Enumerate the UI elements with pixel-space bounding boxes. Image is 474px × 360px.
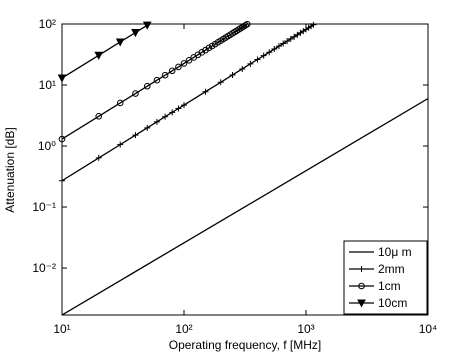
marker	[254, 56, 261, 63]
marker	[181, 102, 187, 109]
x-axis-label: Operating frequency, f [MHz]	[169, 338, 322, 352]
x-tick-label: 10³	[297, 322, 314, 336]
marker	[202, 46, 209, 54]
marker	[153, 118, 160, 125]
marker	[280, 40, 287, 47]
x-tick-label: 10⁴	[419, 322, 438, 336]
marker	[291, 33, 298, 40]
marker	[180, 60, 188, 67]
marker	[275, 43, 282, 50]
marker	[287, 35, 294, 42]
marker	[169, 109, 176, 116]
marker	[58, 135, 66, 143]
marker	[117, 141, 124, 148]
legend-label: 10μ m	[378, 245, 412, 259]
y-tick-label: 10⁻²	[32, 261, 56, 275]
marker	[142, 21, 152, 30]
marker	[202, 88, 209, 95]
marker	[162, 113, 169, 120]
legend-label: 10cm	[378, 296, 407, 310]
marker	[132, 90, 139, 97]
x-tick-label: 10²	[175, 322, 192, 336]
legend-marker	[358, 282, 365, 290]
marker	[310, 21, 317, 28]
marker	[153, 76, 161, 84]
marker	[185, 57, 193, 64]
marker	[132, 132, 139, 139]
marker	[131, 29, 140, 38]
marker	[115, 38, 125, 47]
y-tick-label: 10¹	[39, 78, 56, 92]
y-axis-label: Attenuation [dB]	[3, 127, 17, 212]
series-line	[62, 97, 428, 315]
marker	[243, 20, 251, 28]
marker	[175, 105, 182, 112]
marker	[242, 21, 249, 29]
marker	[57, 74, 67, 83]
marker	[144, 124, 151, 131]
y-tick-label: 10⁻¹	[32, 200, 56, 214]
legend-label: 2mm	[378, 262, 405, 276]
marker	[161, 71, 169, 79]
marker	[239, 65, 246, 72]
marker	[284, 38, 291, 45]
marker	[217, 79, 224, 86]
marker	[205, 44, 213, 52]
marker	[240, 22, 248, 30]
marker	[168, 67, 176, 75]
marker	[94, 51, 104, 60]
marker	[175, 63, 182, 71]
legend-label: 1cm	[378, 279, 401, 293]
marker	[95, 154, 102, 161]
marker	[229, 71, 236, 78]
legend-marker	[357, 299, 366, 308]
marker	[238, 24, 246, 31]
y-tick-label: 10²	[39, 17, 56, 31]
legend-box	[343, 240, 428, 315]
y-tick-label: 10⁰	[38, 139, 56, 153]
marker	[59, 177, 65, 184]
x-tick-label: 10¹	[53, 322, 70, 336]
marker	[294, 31, 301, 38]
marker	[247, 60, 254, 67]
marker	[260, 52, 267, 59]
marker	[266, 49, 273, 56]
legend-marker	[358, 266, 365, 272]
marker	[116, 99, 124, 107]
marker	[143, 82, 151, 90]
marker	[95, 113, 103, 120]
marker	[271, 46, 278, 53]
